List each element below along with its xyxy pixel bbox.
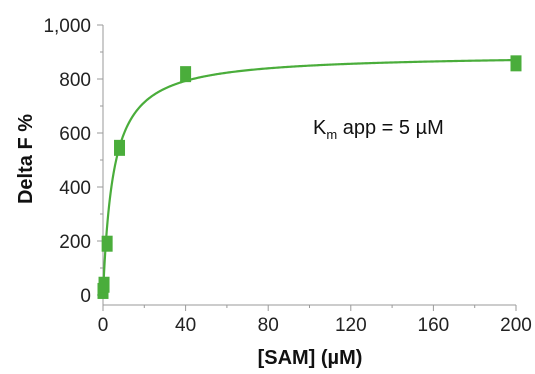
y-tick-label: 800 <box>59 70 91 91</box>
km-annotation: Km app = 5 µM <box>313 117 444 142</box>
annotation-subscript: m <box>326 127 337 142</box>
y-tick-label: 1,000 <box>43 16 91 37</box>
annotation-main: K <box>313 117 327 139</box>
x-tick-label: 200 <box>500 315 532 336</box>
data-point <box>510 55 522 72</box>
data-point <box>101 235 113 252</box>
fit-curve <box>101 58 517 296</box>
x-tick-label: 160 <box>418 315 450 336</box>
x-ticks: 0 40 80 120 160 200 <box>98 305 532 336</box>
annotation-rest: app = 5 µM <box>337 117 444 139</box>
x-axis-title: [SAM] (µM) <box>258 347 363 369</box>
x-tick-label: 0 <box>98 315 109 336</box>
data-point <box>114 139 126 156</box>
x-tick-label: 80 <box>258 315 279 336</box>
y-axis-title: Delta F % <box>15 114 37 204</box>
y-tick-label: 200 <box>59 232 91 253</box>
y-ticks: 0 200 400 600 800 1,000 <box>43 16 103 307</box>
data-point <box>98 276 110 293</box>
x-tick-label: 40 <box>175 315 196 336</box>
y-tick-label: 0 <box>80 286 91 307</box>
axes: 0 200 400 600 800 1,000 0 40 80 120 160 200 <box>43 16 531 336</box>
y-tick-label: 400 <box>59 178 91 199</box>
y-tick-label: 600 <box>59 124 91 145</box>
data-points <box>97 55 522 299</box>
data-point <box>180 66 192 83</box>
x-tick-label: 120 <box>335 315 367 336</box>
